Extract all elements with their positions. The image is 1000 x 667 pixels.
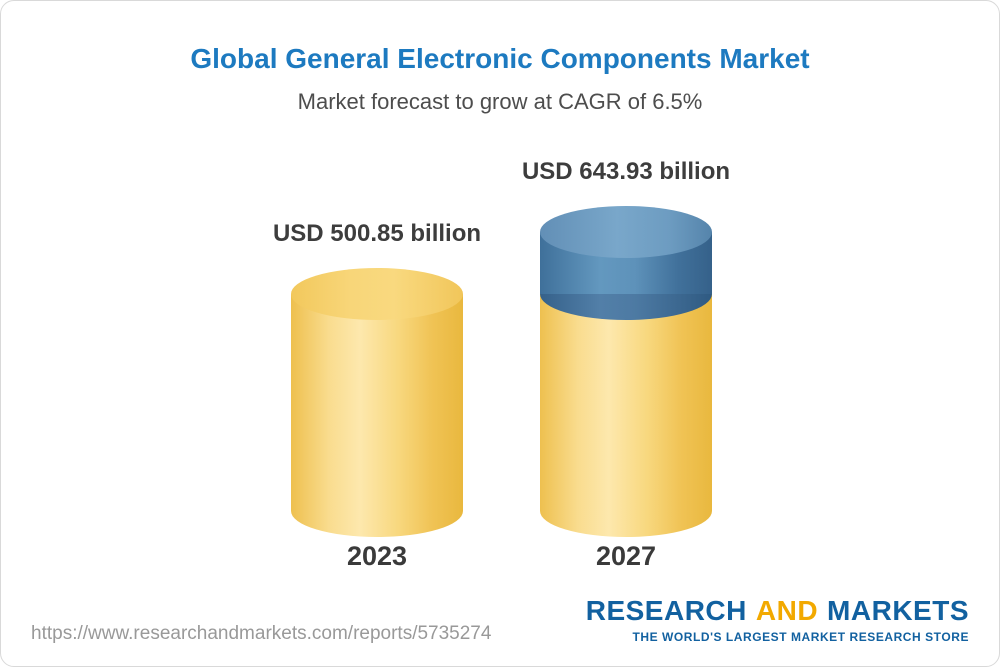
- logo-word-and: AND: [755, 595, 819, 626]
- bar-2027-base-body: [540, 294, 712, 511]
- research-and-markets-logo: RESEARCH AND MARKETS THE WORLD'S LARGEST M…: [586, 595, 969, 644]
- report-url-text: https://www.researchandmarkets.com/repor…: [31, 623, 492, 644]
- logo-tagline: THE WORLD'S LARGEST MARKET RESEARCH STOR…: [632, 630, 969, 644]
- value-label-2027: USD 643.93 billion: [521, 158, 731, 185]
- logo-word-markets: MARKETS: [827, 595, 969, 626]
- bar-2027-top-cap: [540, 206, 712, 258]
- bar-2023-body: [291, 294, 463, 511]
- chart-subtitle: Market forecast to grow at CAGR of 6.5%: [297, 89, 703, 114]
- logo-word-research: RESEARCH: [585, 595, 747, 626]
- logo-wordmark: RESEARCH AND MARKETS: [586, 595, 969, 627]
- x-tick-2023: 2023: [346, 541, 408, 571]
- chart-title: Global General Electronic Components Mar…: [190, 43, 810, 74]
- x-tick-2027: 2027: [595, 541, 657, 571]
- value-label-2023: USD 500.85 billion: [272, 220, 482, 247]
- bar-2023-top-cap: [291, 268, 463, 320]
